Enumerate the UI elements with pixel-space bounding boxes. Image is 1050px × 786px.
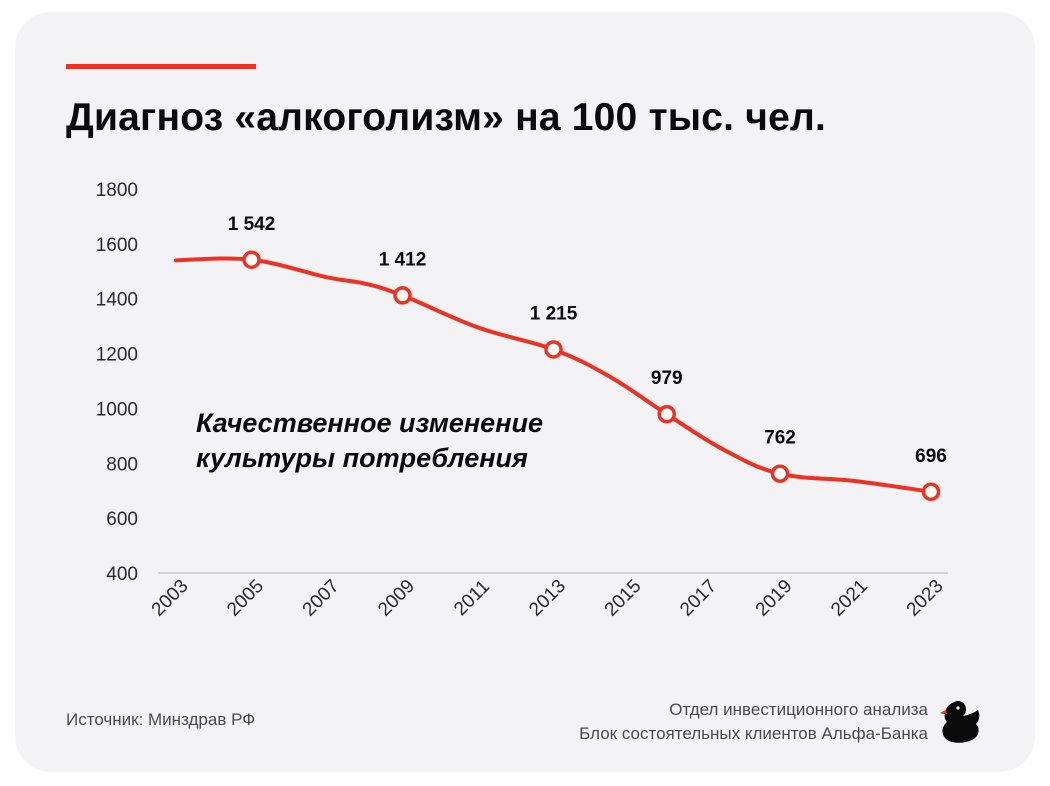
x-tick-label: 2015 <box>601 576 646 621</box>
data-label: 762 <box>764 428 796 449</box>
chart-title: Диагноз «алкоголизм» на 100 тыс. чел. <box>66 96 826 139</box>
y-tick-label: 400 <box>106 564 138 585</box>
duck-logo-icon <box>940 700 980 743</box>
annotation-line-1: Качественное изменение <box>196 408 544 438</box>
x-tick-label: 2017 <box>676 576 721 621</box>
x-tick-label: 2003 <box>148 576 193 621</box>
data-label: 696 <box>915 446 947 467</box>
accent-bar <box>66 64 256 69</box>
chart-annotation: Качественное изменение культуры потребле… <box>196 406 543 476</box>
x-tick-label: 2019 <box>752 576 797 621</box>
data-point-marker <box>544 340 563 359</box>
x-tick-label: 2021 <box>827 576 872 621</box>
data-point-marker <box>770 464 790 483</box>
annotation-line-2: культуры потребления <box>196 443 528 473</box>
y-tick-label: 1400 <box>96 290 138 311</box>
y-tick-label: 600 <box>106 509 138 530</box>
credit-block: Отдел инвестиционного анализа Блок состо… <box>579 698 928 746</box>
data-point-marker <box>921 482 941 502</box>
data-label: 1 542 <box>228 214 276 235</box>
y-tick-label: 1600 <box>96 235 138 256</box>
data-point-marker <box>393 286 412 305</box>
x-tick-label: 2007 <box>299 576 344 621</box>
credit-line-1: Отдел инвестиционного анализа <box>669 700 928 719</box>
data-label: 1 412 <box>379 249 427 270</box>
y-tick-label: 1000 <box>96 399 138 420</box>
x-tick-label: 2005 <box>223 576 268 621</box>
data-label: 979 <box>651 368 683 389</box>
y-tick-label: 1800 <box>96 180 138 201</box>
x-tick-label: 2009 <box>374 576 419 621</box>
data-point-marker <box>242 250 261 270</box>
x-tick-label: 2013 <box>525 576 570 621</box>
chart-card <box>15 12 1035 772</box>
x-tick-label: 2023 <box>903 576 948 621</box>
x-tick-label: 2011 <box>450 576 494 620</box>
y-tick-label: 800 <box>106 454 138 475</box>
credit-line-2: Блок состоятельных клиентов Альфа-Банка <box>579 724 928 743</box>
data-label: 1 215 <box>530 303 578 324</box>
y-tick-label: 1200 <box>96 345 138 366</box>
source-note: Источник: Минздрав РФ <box>66 710 256 729</box>
data-point-marker <box>657 404 676 424</box>
line-chart: 400 600 800 1000 1200 1400 1600 1800 2003 2005 200… <box>96 180 948 621</box>
